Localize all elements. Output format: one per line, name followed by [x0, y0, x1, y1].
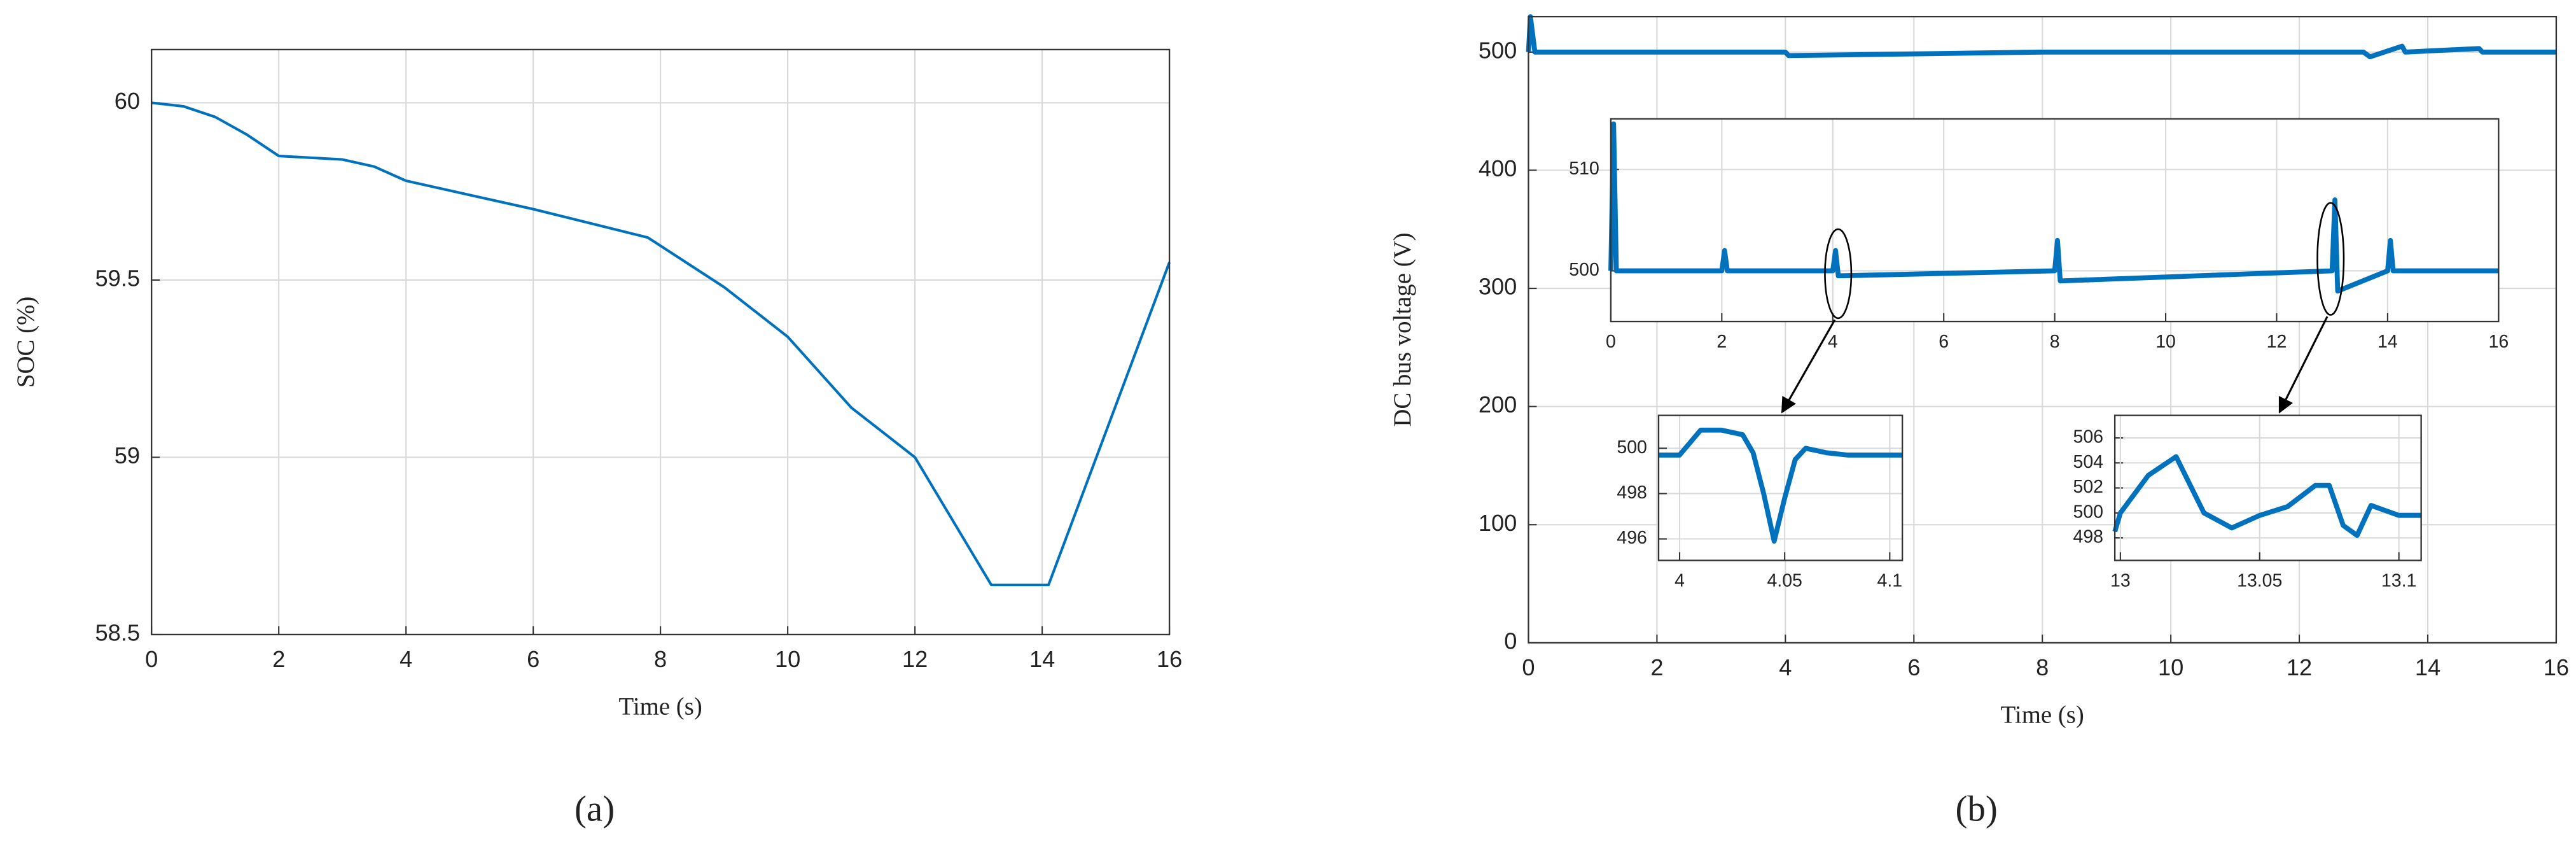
x-tick-label: 12 [2267, 332, 2287, 352]
x-tick-label: 0 [145, 646, 158, 672]
chart: 500 510 0 2 4 6 8 10 12 14 16 [1569, 118, 2509, 352]
x-tick-label: 2 [272, 646, 285, 672]
y-tick-label: 58.5 [95, 620, 141, 646]
y-tick-label: 400 [1479, 155, 1517, 181]
y-tick-label: 496 [1617, 528, 1647, 548]
axes-frame [1528, 15, 2558, 644]
y-tick-label: 500 [2073, 502, 2103, 522]
y-tick-label: 504 [2073, 452, 2103, 472]
axes-frame [2113, 414, 2422, 561]
x-tick-label: 0 [1606, 332, 1616, 352]
chart: 58.5 59 59.5 60 0 2 4 6 8 10 12 14 16 Time (s) SOC (%)… [12, 48, 1182, 829]
x-tick-label: 4 [1779, 654, 1792, 680]
y-tick-label: 500 [1617, 437, 1647, 458]
x-tick-label: 4.05 [1767, 571, 1802, 591]
y-tick-label: 200 [1479, 391, 1517, 418]
x-tick-label: 12 [2287, 654, 2312, 680]
x-axis-label: Time (s) [619, 693, 702, 720]
y-axis-label: DC bus voltage (V) [1389, 232, 1416, 426]
line [1658, 427, 1903, 544]
x-tick-label: 2 [1716, 332, 1727, 352]
x-tick-label: 6 [1907, 654, 1920, 680]
x-tick-label: 10 [2155, 332, 2176, 352]
x-tick-label: 2 [1650, 654, 1663, 680]
line [1608, 121, 2499, 294]
x-axis-label: Time (s) [2001, 701, 2084, 728]
x-tick-label: 14 [2415, 654, 2440, 680]
x-tick-label: 14 [1029, 646, 1055, 672]
y-tick-label: 506 [2073, 427, 2103, 447]
y-tick-label: 498 [1617, 482, 1647, 503]
x-tick-label: 0 [1522, 654, 1535, 680]
x-tick-label: 12 [902, 646, 928, 672]
chart: 496 498 500 4 4.05 4.1 [1617, 414, 1904, 591]
line [2112, 454, 2421, 538]
x-tick-label: 4 [1828, 332, 1838, 352]
x-tick-label: 6 [1939, 332, 1949, 352]
y-tick-label: 0 [1504, 628, 1517, 654]
highlight-ellipse [2316, 202, 2345, 316]
x-tick-label: 8 [654, 646, 667, 672]
axes-frame [1610, 118, 2500, 323]
y-tick-label: 60 [115, 88, 140, 114]
x-tick-label: 13.05 [2237, 571, 2282, 591]
x-tick-label: 16 [2544, 654, 2569, 680]
x-tick-label: 13.1 [2381, 571, 2416, 591]
x-tick-label: 4 [1674, 571, 1685, 591]
y-axis-label: SOC (%) [12, 297, 39, 388]
y-tick-label: 510 [1569, 158, 1599, 179]
y-tick-label: 59.5 [95, 265, 141, 292]
chart: 498 500 502 504 506 13 13.05 13.1 [2073, 414, 2422, 591]
y-tick-label: 300 [1479, 274, 1517, 300]
x-tick-label: 4 [400, 646, 412, 672]
x-tick-label: 16 [1157, 646, 1182, 672]
annotations [1781, 202, 2345, 414]
y-tick-label: 100 [1479, 510, 1517, 536]
caption: (b) [1955, 789, 1997, 829]
x-tick-label: 10 [775, 646, 800, 672]
x-tick-label: 14 [2378, 332, 2398, 352]
y-tick-label: 500 [1479, 37, 1517, 63]
y-tick-label: 500 [1569, 260, 1599, 280]
y-tick-label: 498 [2073, 527, 2103, 547]
plot-area [1658, 415, 1903, 561]
x-tick-label: 8 [2050, 332, 2060, 352]
line [1526, 14, 2556, 60]
x-tick-label: 13 [2110, 571, 2131, 591]
line [151, 101, 1171, 587]
arrow [1781, 319, 1836, 414]
caption: (a) [574, 789, 615, 829]
x-tick-label: 6 [527, 646, 540, 672]
x-tick-label: 16 [2488, 332, 2509, 352]
x-tick-label: 8 [2036, 654, 2049, 680]
axes-frame [1657, 414, 1904, 561]
x-tick-label: 4.1 [1877, 571, 1903, 591]
arrow [2278, 316, 2329, 414]
y-tick-label: 502 [2073, 477, 2103, 497]
highlight-ellipse [1824, 228, 1853, 320]
axes-frame [151, 48, 1171, 636]
y-tick-label: 59 [115, 442, 140, 468]
x-tick-label: 10 [2158, 654, 2183, 680]
